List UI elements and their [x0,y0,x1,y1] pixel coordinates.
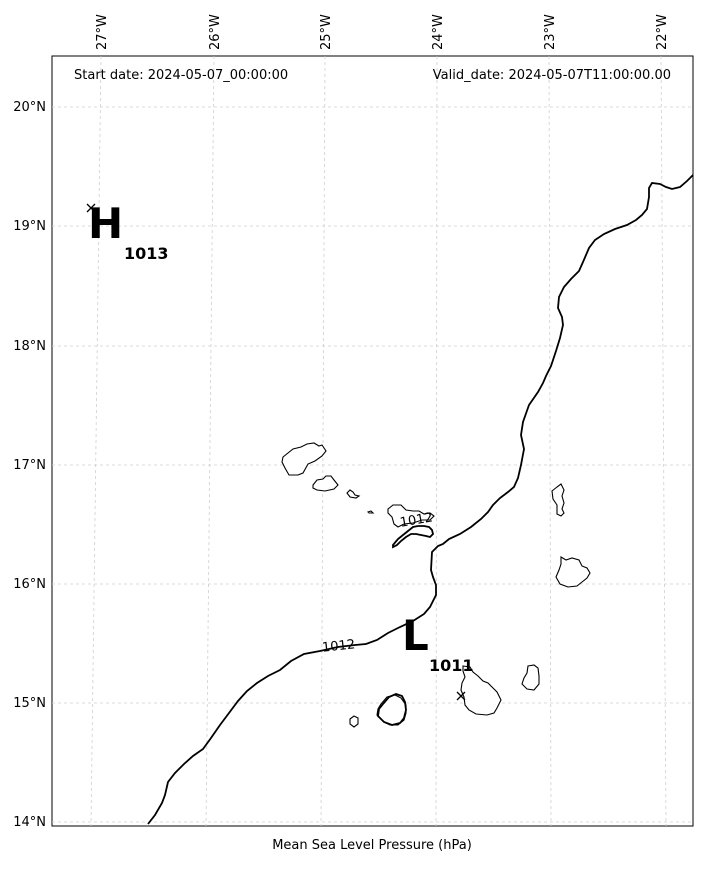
contour-label: 1012 [321,637,355,655]
isobars [147,174,694,825]
island-boa-vista [555,556,591,588]
lon-label: 22°W [655,14,670,50]
low-pressure-marker: L 1011 [402,611,474,701]
high-pressure-letter: H [88,199,123,248]
island-islet [366,510,375,514]
center-cross-icon [86,203,96,213]
latitude-labels: 20°N 19°N 18°N 17°N 16°N 15°N 14°N [13,100,46,830]
gridline-lon [320,55,326,827]
lon-label: 25°W [319,14,334,50]
high-pressure-marker: H 1013 [86,199,169,263]
island-sao-vicente [312,475,339,492]
island-santa-luzia [346,489,361,499]
lat-label: 16°N [13,577,46,592]
lon-label: 27°W [95,14,110,50]
lon-label: 23°W [543,14,558,50]
valid-date-text: Valid_date: 2024-05-07T11:00:00.00 [433,68,671,83]
longitude-labels: 27°W 26°W 25°W 24°W 23°W 22°W [95,14,670,50]
gridline-lon [205,55,215,827]
lat-label: 19°N [13,219,46,234]
lat-label: 14°N [13,815,46,830]
lon-label: 26°W [208,14,223,50]
low-pressure-letter: L [402,611,429,660]
lat-label: 20°N [13,100,46,115]
island-santo-antao [281,442,327,476]
graticule [52,55,693,827]
map-frame [51,55,694,827]
island-maio [521,664,540,691]
start-date-text: Start date: 2024-05-07_00:00:00 [74,68,288,83]
lat-label: 15°N [13,696,46,711]
map-caption: Mean Sea Level Pressure (hPa) [272,838,472,853]
island-sao-nicolau [387,504,435,528]
lon-label: 24°W [431,14,446,50]
island-brava [349,715,359,728]
island-santiago [460,665,502,716]
gridline-lon [435,55,438,827]
island-sal [551,483,565,517]
coastlines [281,442,591,728]
center-cross-icon [456,691,466,701]
gridline-lon [90,55,102,827]
isobar-line [392,525,434,549]
isobar-line [377,693,407,726]
high-pressure-value: 1013 [124,244,169,263]
low-pressure-value: 1011 [429,656,474,675]
contour-label: 1012 [399,510,434,531]
isobar-line [147,174,694,825]
lat-label: 18°N [13,339,46,354]
gridline-lon [548,55,552,827]
lat-label: 17°N [13,458,46,473]
